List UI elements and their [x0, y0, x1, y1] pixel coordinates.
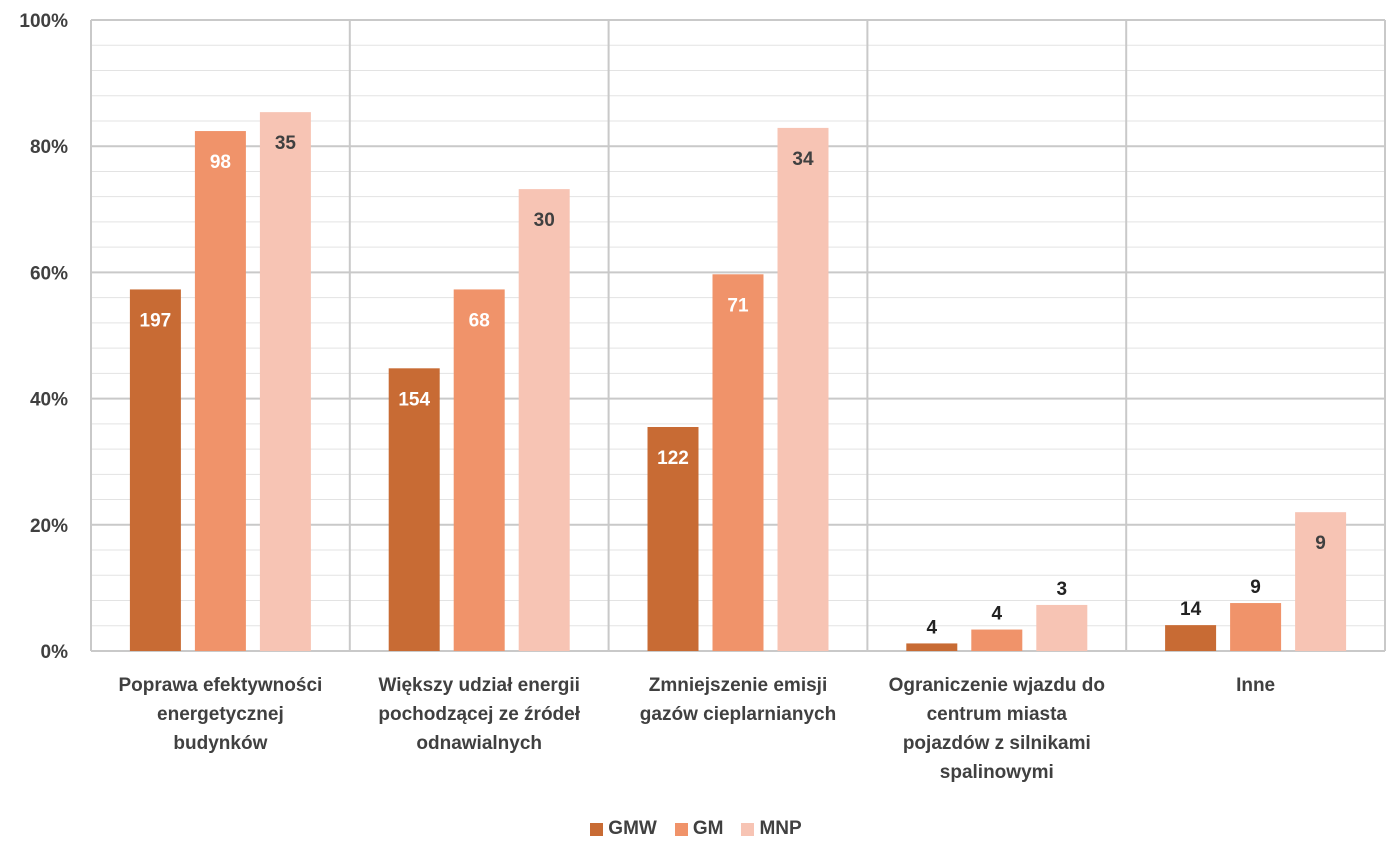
x-category-label: Ograniczenie wjazdu do	[889, 675, 1105, 696]
bar-mnp	[518, 189, 570, 651]
legend-label-gmw: GMW	[608, 818, 657, 839]
bar-gmw	[129, 289, 181, 651]
y-tick-label: 20%	[30, 516, 68, 537]
bar-mnp	[777, 127, 829, 651]
x-category-label: odnawialnych	[416, 733, 542, 754]
data-label: 4	[992, 604, 1003, 625]
data-label: 30	[534, 210, 555, 231]
data-label: 68	[469, 310, 490, 331]
x-category-label: Inne	[1236, 675, 1275, 696]
legend-swatch-gmw	[590, 822, 604, 836]
data-label: 14	[1180, 599, 1202, 620]
bar-gm	[712, 274, 764, 651]
bar-mnp	[259, 112, 311, 652]
data-label: 154	[398, 389, 430, 410]
data-label: 197	[140, 310, 172, 331]
bar-gm	[1230, 603, 1282, 651]
x-category-label: centrum miasta	[927, 704, 1068, 725]
bar-chart: 0% 20% 40% 60% 80% 100% 197 154 122 4 14 98 68 71 4 9 35…	[19, 11, 1386, 783]
legend-swatch-gm	[674, 822, 688, 836]
y-tick-label: 80%	[30, 137, 68, 158]
data-label: 35	[275, 133, 297, 154]
data-label: 9	[1315, 533, 1326, 554]
bar-gmw	[647, 426, 699, 651]
y-tick-label: 40%	[30, 390, 68, 411]
data-label: 71	[727, 295, 749, 316]
bar-gm	[971, 629, 1023, 651]
data-label: 4	[927, 617, 938, 638]
x-category-label: Zmniejszenie emisji	[649, 675, 827, 696]
x-category-label: energetycznej	[157, 704, 284, 725]
bar-gm	[194, 131, 246, 651]
data-label: 122	[657, 448, 689, 469]
legend-swatch-mnp	[741, 822, 755, 836]
legend-item-gmw: GMW	[590, 818, 657, 840]
x-category-label: pojazdów z silnikami	[903, 733, 1091, 754]
legend-label-mnp: MNP	[759, 818, 802, 839]
y-tick-label: 60%	[30, 263, 68, 284]
data-label: 34	[792, 149, 814, 170]
bar-mnp	[1295, 512, 1347, 651]
data-label: 98	[210, 152, 231, 173]
x-category-label: pochodzącej ze źródeł	[378, 704, 580, 725]
x-category-label: gazów cieplarnianych	[640, 704, 836, 725]
bar-mnp	[1036, 604, 1088, 651]
x-category-label: Większy udział energii	[378, 675, 580, 696]
legend-item-gm: GM	[674, 818, 724, 840]
x-category-label: budynków	[173, 733, 267, 754]
data-label: 9	[1250, 577, 1261, 598]
y-tick-label: 0%	[41, 642, 69, 663]
y-tick-label: 100%	[19, 11, 68, 32]
bar-gmw	[906, 643, 958, 651]
bar-gm	[453, 289, 505, 651]
x-category-label: Poprawa efektywności	[119, 675, 323, 696]
legend: GMW GM MNP	[0, 818, 1392, 840]
legend-item-mnp: MNP	[741, 818, 802, 840]
data-label: 3	[1057, 579, 1068, 600]
x-category-label: spalinowymi	[940, 762, 1054, 783]
legend-label-gm: GM	[692, 818, 724, 839]
bar-gmw	[388, 368, 440, 651]
bar-gmw	[1165, 625, 1217, 651]
